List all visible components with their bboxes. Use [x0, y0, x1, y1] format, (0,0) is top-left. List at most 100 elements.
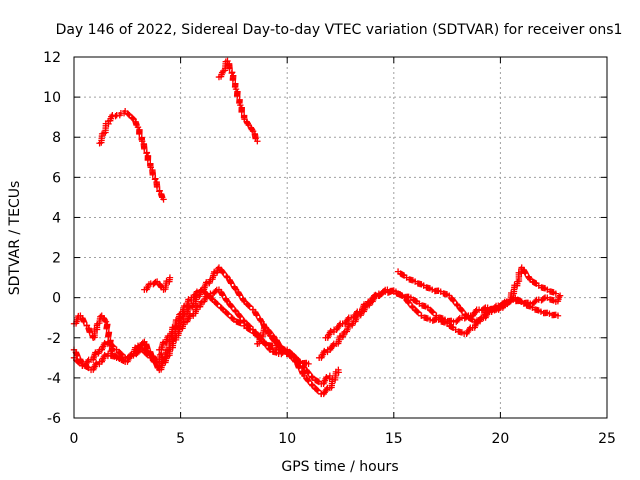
- data-point-fill: [321, 347, 328, 355]
- data-point-fill: [149, 171, 156, 179]
- y-tick-label: -4: [47, 371, 61, 387]
- series-arc-h: [254, 324, 312, 368]
- data-point-fill: [354, 311, 361, 318]
- data-point-fill: [223, 297, 230, 304]
- data-point-fill: [380, 288, 388, 295]
- series-arc-b: [215, 57, 261, 145]
- x-tick-label: 0: [70, 431, 79, 447]
- x-tick-label: 25: [598, 431, 616, 447]
- axis-ticks: 0 5 10 15 20 25 -6 -4 -2 0 2 4 6 8 10 12: [43, 50, 616, 447]
- data-point-fill: [101, 351, 108, 359]
- data-point-fill: [163, 353, 170, 360]
- data-point-fill: [455, 316, 462, 323]
- data-point-fill: [186, 311, 194, 319]
- data-point-fill: [203, 291, 211, 298]
- data-point-fill: [323, 373, 330, 381]
- data-point-fill: [267, 329, 274, 337]
- data-point-fill: [405, 299, 412, 307]
- data-point-fill: [135, 343, 142, 351]
- data-point-fill: [193, 302, 201, 310]
- data-point-fill: [180, 319, 187, 326]
- y-tick-label: 4: [52, 210, 61, 226]
- y-axis-label: SDTVAR / TECUs: [7, 181, 23, 296]
- data-point-fill: [220, 269, 227, 277]
- series-arc-d: [70, 264, 342, 398]
- chart-title: Day 146 of 2022, Sidereal Day-to-day VTE…: [56, 22, 623, 38]
- data-point-fill: [522, 270, 529, 277]
- data-point-fill: [345, 321, 353, 328]
- data-point-fill: [143, 347, 150, 355]
- data-point-fill: [212, 288, 219, 295]
- data-point: [326, 372, 334, 380]
- data-point-fill: [293, 355, 300, 362]
- data-point-fill: [246, 303, 253, 310]
- data-point-fill: [305, 377, 312, 385]
- series-arc-k: [394, 264, 560, 326]
- data-point-fill: [180, 302, 188, 310]
- data-point: [160, 196, 167, 203]
- data-point-fill: [532, 298, 539, 305]
- data-point-fill: [144, 156, 152, 164]
- data-point-fill: [253, 312, 261, 319]
- data-point-fill: [103, 325, 110, 332]
- data-point-fill: [208, 295, 215, 302]
- data-point-fill: [429, 309, 437, 316]
- data-point-fill: [240, 297, 247, 304]
- x-tick-label: 5: [176, 431, 185, 447]
- y-tick-label: 2: [52, 251, 61, 267]
- data-point-fill: [314, 387, 322, 394]
- data-point-fill: [414, 309, 422, 316]
- data-point-fill: [214, 265, 222, 273]
- series-arc-g: [156, 286, 304, 370]
- data-point-fill: [247, 326, 254, 333]
- y-tick-label: -6: [47, 411, 61, 427]
- data-point-fill: [127, 352, 134, 359]
- y-tick-label: -2: [47, 331, 61, 347]
- data-point-fill: [236, 292, 243, 299]
- data-point-fill: [226, 65, 233, 72]
- data-point-fill: [150, 358, 158, 366]
- data-point-fill: [237, 313, 244, 321]
- data-point: [556, 292, 564, 299]
- data-point-fill: [228, 303, 236, 311]
- series-arc-j: [315, 286, 562, 362]
- data-point-fill: [485, 307, 492, 315]
- data-point: [254, 138, 261, 145]
- x-tick-label: 10: [278, 431, 296, 447]
- data-point: [305, 360, 312, 368]
- data-point-fill: [540, 295, 548, 302]
- data-point-fill: [224, 311, 232, 318]
- data-point: [554, 312, 562, 319]
- data-points: [70, 57, 564, 398]
- data-point-fill: [97, 313, 104, 321]
- data-point-fill: [476, 316, 484, 323]
- data-point-fill: [233, 92, 241, 100]
- data-point-fill: [210, 268, 218, 276]
- data-point-fill: [129, 115, 136, 122]
- data-point-fill: [238, 108, 245, 116]
- data-point-fill: [257, 317, 264, 324]
- data-point-fill: [92, 349, 99, 356]
- y-tick-label: 10: [43, 90, 61, 106]
- data-point-fill: [153, 183, 161, 191]
- data-point-fill: [136, 130, 143, 138]
- data-point-fill: [219, 292, 226, 299]
- data-point-fill: [269, 342, 276, 349]
- data-point-fill: [526, 275, 533, 282]
- data-point-fill: [450, 297, 457, 305]
- data-point: [335, 366, 342, 374]
- x-axis-label: GPS time / hours: [281, 459, 398, 475]
- data-point-fill: [305, 369, 312, 377]
- data-point-fill: [372, 291, 379, 299]
- data-point-fill: [86, 329, 93, 336]
- data-point-fill: [125, 111, 132, 118]
- data-point-fill: [228, 280, 235, 287]
- data-point-fill: [112, 112, 119, 120]
- y-tick-label: 0: [52, 291, 61, 307]
- data-point-fill: [214, 301, 221, 308]
- data-point-fill: [101, 339, 108, 347]
- data-point-fill: [362, 301, 370, 308]
- data-point: [166, 274, 174, 281]
- data-point-fill: [218, 305, 226, 312]
